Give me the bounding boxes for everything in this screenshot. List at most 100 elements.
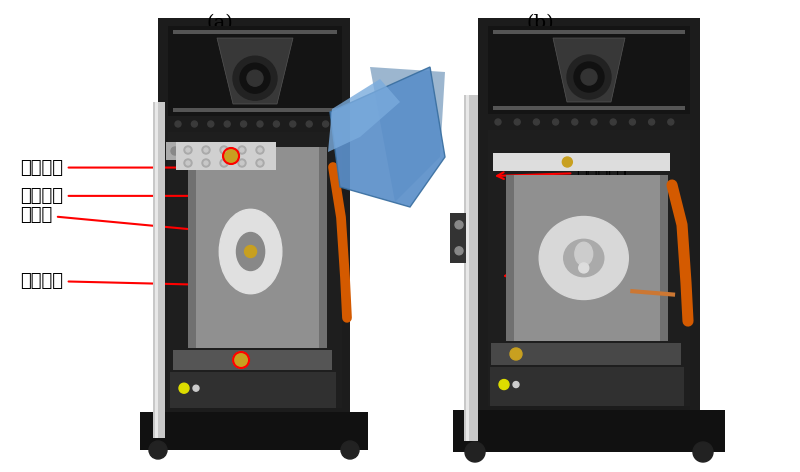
Bar (155, 102, 158, 438)
Circle shape (245, 245, 257, 258)
Circle shape (223, 148, 239, 164)
Circle shape (184, 146, 192, 154)
Circle shape (202, 159, 210, 167)
Circle shape (553, 119, 558, 125)
Circle shape (238, 159, 246, 167)
Bar (166, 142, 184, 160)
Circle shape (649, 119, 654, 125)
Bar (170, 372, 336, 408)
Circle shape (306, 121, 312, 127)
Circle shape (241, 121, 246, 127)
Circle shape (247, 70, 263, 86)
Circle shape (240, 148, 244, 152)
Circle shape (204, 148, 208, 152)
Circle shape (256, 159, 264, 167)
Circle shape (495, 119, 501, 125)
Circle shape (574, 62, 604, 92)
Bar (464, 95, 478, 441)
Circle shape (562, 157, 572, 167)
Bar (491, 343, 681, 365)
Bar (490, 367, 684, 406)
Circle shape (233, 352, 249, 368)
Text: (b): (b) (526, 14, 554, 32)
Circle shape (256, 146, 264, 154)
Ellipse shape (219, 209, 282, 294)
Circle shape (258, 161, 262, 165)
Bar (158, 18, 350, 412)
Bar (506, 175, 514, 341)
Circle shape (290, 121, 296, 127)
Ellipse shape (564, 239, 604, 277)
Circle shape (465, 442, 485, 462)
Circle shape (220, 159, 228, 167)
Bar (450, 213, 468, 263)
Polygon shape (553, 38, 625, 102)
Text: (a): (a) (206, 14, 234, 32)
Circle shape (175, 121, 181, 127)
Circle shape (222, 161, 226, 165)
Bar (173, 108, 337, 112)
Circle shape (534, 119, 539, 125)
Circle shape (171, 147, 179, 155)
Bar (488, 114, 690, 130)
Circle shape (567, 55, 611, 99)
Bar (176, 142, 276, 170)
Bar (173, 350, 332, 370)
Circle shape (513, 381, 519, 388)
Circle shape (193, 385, 199, 391)
Circle shape (510, 348, 522, 360)
Circle shape (240, 63, 270, 93)
Bar (493, 106, 685, 110)
Circle shape (257, 121, 263, 127)
Ellipse shape (237, 233, 265, 270)
Text: 触发线: 触发线 (509, 244, 608, 261)
Text: 紧固螺母2: 紧固螺母2 (505, 262, 630, 280)
Ellipse shape (539, 217, 628, 300)
Bar (188, 147, 196, 348)
Bar (188, 147, 327, 348)
Circle shape (240, 161, 244, 165)
Circle shape (455, 221, 463, 229)
Bar (488, 130, 690, 406)
Circle shape (514, 119, 520, 125)
Circle shape (220, 146, 228, 154)
Bar (478, 18, 700, 410)
Circle shape (581, 69, 597, 85)
Text: 隔热罩: 隔热罩 (20, 206, 207, 234)
Circle shape (610, 119, 616, 125)
Text: 下散热片: 下散热片 (20, 272, 231, 290)
Circle shape (258, 148, 262, 152)
Circle shape (186, 161, 190, 165)
Polygon shape (370, 67, 445, 202)
Circle shape (572, 119, 578, 125)
Circle shape (179, 383, 189, 393)
Circle shape (322, 121, 329, 127)
Bar (493, 30, 685, 34)
Bar (660, 175, 668, 341)
Text: 固定螺钉: 固定螺钉 (20, 187, 231, 205)
Polygon shape (217, 38, 293, 104)
Bar (168, 26, 342, 116)
Circle shape (224, 121, 230, 127)
Circle shape (186, 148, 190, 152)
Circle shape (274, 121, 279, 127)
Circle shape (238, 146, 246, 154)
Bar (319, 147, 327, 348)
Circle shape (233, 56, 277, 100)
Circle shape (341, 441, 359, 459)
Bar (153, 102, 165, 438)
Bar (506, 175, 668, 341)
Ellipse shape (575, 242, 593, 265)
Circle shape (455, 247, 463, 255)
Bar (173, 30, 337, 34)
Bar (140, 412, 368, 450)
Circle shape (204, 161, 208, 165)
Circle shape (191, 121, 198, 127)
Circle shape (208, 121, 214, 127)
Circle shape (578, 263, 589, 273)
Bar (488, 26, 690, 114)
Text: 上散热片: 上散热片 (20, 159, 223, 177)
Circle shape (499, 379, 509, 389)
Circle shape (149, 441, 167, 459)
Circle shape (630, 119, 635, 125)
